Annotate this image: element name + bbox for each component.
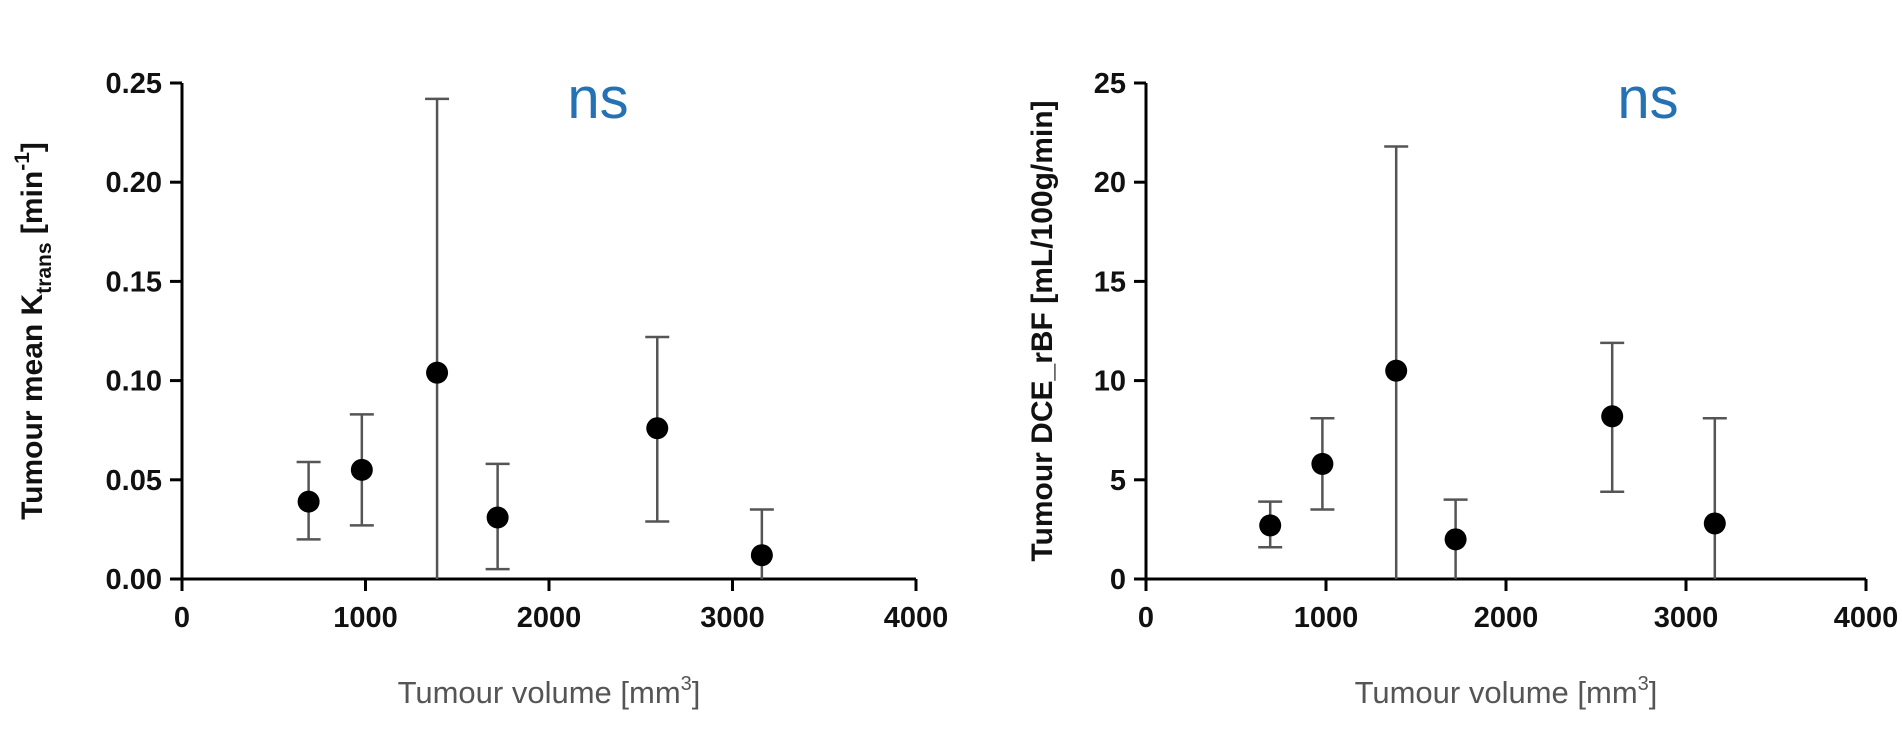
x-axis-title-superscript: 3 <box>1638 673 1649 695</box>
x-axis-title: Tumour volume [mm3] <box>398 673 701 710</box>
x-axis-title-suffix: ] <box>692 675 701 710</box>
significance-label: ns <box>567 66 628 131</box>
y-tick-label: 5 <box>1110 465 1126 497</box>
x-tick-label: 3000 <box>1654 602 1719 634</box>
x-tick-label: 0 <box>174 602 190 634</box>
data-point <box>1311 452 1334 475</box>
data-point <box>426 361 449 384</box>
y-axis-title-unit: [min <box>16 171 49 243</box>
data-point-group <box>349 413 374 527</box>
data-point-group <box>1310 417 1335 511</box>
x-tick-label: 1000 <box>1294 602 1359 634</box>
data-point <box>1385 359 1408 382</box>
data-point-group <box>296 460 321 541</box>
y-tick-label: 20 <box>1094 167 1126 199</box>
y-axis-title-main: Tumour DCE_rBF [mL/100g/min] <box>1026 100 1059 561</box>
x-axis-title-main: Tumour volume [mm <box>398 675 681 710</box>
y-tick-label: 0.10 <box>106 366 162 398</box>
y-axis-title-suffix: ] <box>16 142 49 152</box>
data-point <box>486 506 509 529</box>
data-point-group <box>425 97 450 579</box>
y-tick-label: 0.05 <box>106 465 162 497</box>
data-point <box>1703 512 1726 535</box>
data-point <box>1259 514 1282 537</box>
x-tick-label: 4000 <box>884 602 949 634</box>
y-tick-label: 25 <box>1094 68 1126 100</box>
x-tick-label: 2000 <box>1474 602 1539 634</box>
data-point-group <box>1443 498 1468 579</box>
y-tick-label: 0.25 <box>106 68 162 100</box>
x-axis-title: Tumour volume [mm3] <box>1355 673 1658 710</box>
y-tick-label: 0.20 <box>106 167 162 199</box>
x-axis-title-superscript: 3 <box>681 673 692 695</box>
data-point-group <box>645 335 670 523</box>
x-tick-label: 0 <box>1138 602 1154 634</box>
y-tick-label: 10 <box>1094 366 1126 398</box>
data-point <box>750 544 773 567</box>
data-point <box>1601 405 1624 428</box>
data-point-group <box>485 462 510 571</box>
y-axis-title: Tumour mean Ktrans [min-1] <box>11 142 56 520</box>
data-point <box>297 490 320 513</box>
y-tick-label: 0.15 <box>106 266 162 298</box>
data-point-group <box>1384 145 1409 579</box>
y-axis-title: Tumour DCE_rBF [mL/100g/min] <box>1026 100 1059 561</box>
significance-label: ns <box>1617 66 1678 131</box>
x-axis-title-main: Tumour volume [mm <box>1355 675 1638 710</box>
y-axis-title-superscript: -1 <box>11 152 34 171</box>
data-point-group <box>1600 341 1625 493</box>
y-tick-label: 0 <box>1110 564 1126 596</box>
data-point <box>1444 528 1467 551</box>
data-point-group <box>1702 417 1727 579</box>
data-point-group <box>749 508 774 579</box>
y-tick-label: 15 <box>1094 266 1126 298</box>
x-tick-label: 2000 <box>517 602 582 634</box>
x-tick-label: 4000 <box>1834 602 1899 634</box>
chart-panel-1: 0.00 0.05 0.10 0.15 0.20 0.25 0 1000 2000 3000 400… <box>11 66 948 710</box>
x-tick-label: 3000 <box>700 602 765 634</box>
chart-panel-2: 0 5 10 15 20 25 0 1000 2000 3000 4000 ns Tumour volu… <box>1026 66 1898 710</box>
data-point <box>646 417 669 440</box>
x-tick-label: 1000 <box>333 602 398 634</box>
data-point <box>350 458 373 481</box>
y-axis-title-subscript: trans <box>33 242 56 293</box>
x-axis-title-suffix: ] <box>1649 675 1658 710</box>
data-point-group <box>1258 500 1283 549</box>
y-axis-title-main: Tumour mean K <box>16 293 49 519</box>
y-tick-label: 0.00 <box>106 564 162 596</box>
